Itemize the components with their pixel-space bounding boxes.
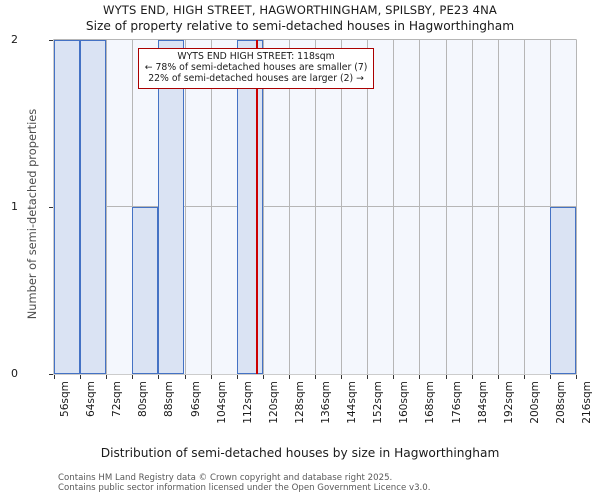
x-axis-tick (236, 375, 238, 379)
x-axis-tick (549, 375, 551, 379)
y-axis-tick (49, 374, 53, 375)
x-axis-tick (315, 375, 316, 379)
annotation-line-1: WYTS END HIGH STREET: 118sqm (177, 51, 335, 62)
x-axis-tick-label: 88sqm (163, 381, 176, 418)
x-gridline (106, 40, 108, 374)
x-axis-tick (393, 375, 395, 379)
x-axis-tick (158, 375, 160, 379)
y-axis-tick (49, 40, 53, 41)
plot-area (53, 39, 577, 375)
x-axis-tick (523, 375, 525, 379)
x-axis-tick (341, 375, 343, 379)
y-gridline (54, 206, 576, 207)
x-gridline (367, 40, 369, 374)
x-gridline (576, 40, 577, 374)
x-axis-tick-label: 192sqm (502, 381, 515, 424)
x-gridline (262, 40, 264, 374)
x-gridline (315, 40, 316, 374)
x-axis-tick-label: 176sqm (450, 381, 463, 424)
x-axis-tick (262, 375, 264, 379)
footer-line-2: Contains public sector information licen… (58, 483, 431, 494)
y-gridline (54, 39, 576, 40)
x-gridline (523, 40, 525, 374)
x-axis-tick-label: 200sqm (528, 381, 541, 424)
x-axis-tick-label: 56sqm (59, 381, 71, 418)
y-axis-label: Number of semi-detached properties (25, 108, 39, 320)
histogram-bar (158, 40, 185, 374)
x-axis-tick (54, 375, 55, 379)
x-axis-tick-label: 128sqm (293, 381, 306, 424)
x-axis-tick (210, 375, 212, 379)
x-axis-tick-label: 144sqm (346, 381, 359, 424)
x-gridline (497, 40, 499, 374)
histogram-bar (80, 40, 107, 374)
x-gridline (471, 40, 473, 374)
x-axis-tick-label: 112sqm (241, 381, 254, 424)
x-axis-tick (445, 375, 447, 379)
x-gridline (419, 40, 421, 374)
chart-title-address: WYTS END, HIGH STREET, HAGWORTHINGHAM, S… (103, 3, 497, 17)
y-axis-tick (49, 207, 53, 208)
property-size-marker-line (256, 40, 258, 374)
footer-attribution: Contains HM Land Registry data © Crown c… (58, 473, 430, 494)
x-axis-tick (80, 375, 82, 379)
x-axis-tick (471, 375, 473, 379)
x-axis-tick (288, 375, 290, 379)
x-axis-tick-label: 120sqm (267, 381, 280, 424)
y-axis-tick-label: 2 (11, 33, 18, 46)
x-axis-tick (576, 375, 577, 379)
x-axis-tick-label: 80sqm (137, 381, 150, 418)
x-gridline (210, 40, 212, 374)
x-axis-tick (106, 375, 108, 379)
x-axis-tick (132, 375, 134, 379)
x-axis-tick (419, 375, 421, 379)
x-axis-tick-label: 64sqm (85, 381, 98, 418)
x-axis-tick-label: 96sqm (189, 381, 202, 418)
x-gridline (184, 40, 186, 374)
x-gridline (445, 40, 447, 374)
x-gridline (341, 40, 343, 374)
annotation-box: WYTS END HIGH STREET: 118sqm ← 78% of se… (137, 48, 375, 89)
annotation-line-2: ← 78% of semi-detached houses are smalle… (144, 62, 368, 74)
x-axis-tick-label: 216sqm (581, 381, 593, 424)
histogram-bar (54, 40, 81, 374)
x-gridline (393, 40, 395, 374)
chart-title-subtitle: Size of property relative to semi-detach… (85, 19, 515, 33)
annotation-line-3: 22% of semi-detached houses are larger (… (148, 73, 364, 85)
x-axis-tick-label: 184sqm (476, 381, 489, 424)
footer-line-1: Contains HM Land Registry data © Crown c… (58, 473, 393, 483)
x-axis-tick-label: 160sqm (398, 381, 411, 424)
x-axis-tick-label: 136sqm (320, 381, 332, 424)
y-axis-tick-label: 1 (11, 200, 18, 213)
x-gridline (288, 40, 290, 374)
plot-inner (54, 39, 577, 374)
x-axis-tick (497, 375, 499, 379)
x-axis-tick (184, 375, 186, 379)
x-axis-tick-label: 208sqm (554, 381, 567, 424)
x-axis-tick-label: 152sqm (372, 381, 385, 424)
histogram-bar (549, 207, 576, 374)
x-axis-label: Distribution of semi-detached houses by … (100, 446, 500, 460)
x-axis-tick-label: 168sqm (424, 381, 437, 424)
histogram-bar (132, 207, 159, 374)
x-axis-tick-label: 72sqm (111, 381, 124, 418)
y-axis-tick-label: 0 (11, 367, 18, 380)
x-axis-tick (367, 375, 369, 379)
histogram-bar (236, 40, 263, 374)
x-axis-tick-label: 104sqm (215, 381, 228, 424)
